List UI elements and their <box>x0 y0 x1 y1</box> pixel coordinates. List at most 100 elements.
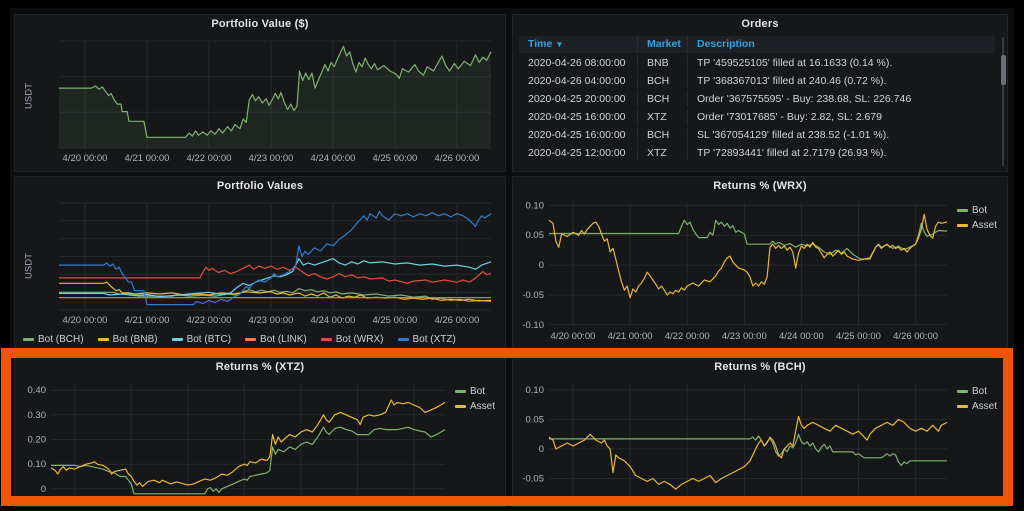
y-tick-label: 0 <box>539 444 544 455</box>
portfolio-values-chart[interactable]: 4/20 00:00 4/21 00:00 4/22 00:00 4/23 00:00… <box>19 197 501 346</box>
column-header-market[interactable]: Market <box>637 36 687 53</box>
legend-label: Bot (WRX) <box>335 334 384 345</box>
legend-item-bot[interactable]: Bot <box>956 205 997 216</box>
order-market: BCH <box>637 73 687 89</box>
portfolio-value-chart[interactable]: 4/20 00:00 4/21 00:00 4/22 00:00 4/23 00:00… <box>19 35 501 168</box>
x-tick-label: 4/26 00:00 <box>434 153 479 164</box>
y-tick-label: 0 <box>41 484 46 495</box>
x-tick-label: 4/23 00:00 <box>722 331 767 342</box>
legend-label: Bot <box>971 386 987 397</box>
legend-marker-icon <box>956 390 968 393</box>
legend-label: Bot (BCH) <box>38 334 84 345</box>
legend-marker-icon <box>454 405 466 408</box>
x-tick-label: 4/24 00:00 <box>779 331 824 342</box>
portfolio-value-plot: 4/20 00:00 4/21 00:00 4/22 00:00 4/23 00:00… <box>59 40 492 164</box>
panel-portfolio-values: Portfolio Values 4/20 00:00 4/21 00:00 4/2… <box>14 176 506 350</box>
y-tick-label: 0.10 <box>28 459 47 470</box>
table-row: 2020-04-25 12:00:00 XTZ TP '72893441' fill… <box>519 145 995 161</box>
table-row: 2020-04-25 16:00:00 XTZ Order '73017685' -… <box>519 109 995 125</box>
order-time: 2020-04-26 04:00:00 <box>528 75 626 87</box>
legend-item-bot-bnb-[interactable]: Bot (BNB) <box>97 334 158 345</box>
legend-marker-icon <box>97 338 109 341</box>
legend-label: Asset <box>971 401 997 412</box>
panel-returns-xtz: Returns % (XTZ) 0.40 0.30 0.20 0.10 0 Bot Asse… <box>14 357 506 507</box>
legend-item-asset[interactable]: Asset <box>956 220 997 231</box>
legend-label: Asset <box>469 401 495 412</box>
x-tick-label: 4/24 00:00 <box>311 315 356 326</box>
x-tick-label: 4/24 00:00 <box>311 153 356 164</box>
panel-title-returns-wrx[interactable]: Returns % (WRX) <box>713 180 807 192</box>
legend-item-bot-bch-[interactable]: Bot (BCH) <box>23 334 84 345</box>
y-tick-label: -0.05 <box>522 290 544 301</box>
table-row: 2020-04-26 04:00:00 BCH TP '368367013' fil… <box>519 73 995 89</box>
order-market: BCH <box>637 91 687 107</box>
x-tick-label: 4/21 00:00 <box>125 315 170 326</box>
panel-returns-wrx: Returns % (WRX) 0.10 0.05 0 -0.05 -0.10 4/20 … <box>512 176 1008 350</box>
legend-label: Bot <box>469 386 485 397</box>
returns-bch-chart[interactable]: 0.10 0.05 0 -0.05 Bot Asset <box>517 378 1003 503</box>
legend-marker-icon <box>320 338 332 341</box>
x-tick-label: 4/22 00:00 <box>187 315 232 326</box>
legend-item-bot-link-[interactable]: Bot (LINK) <box>245 334 307 345</box>
legend-item-bot-xtz-[interactable]: Bot (XTZ) <box>397 334 456 345</box>
x-tick-label: 4/25 00:00 <box>372 153 417 164</box>
order-time: 2020-04-25 16:00:00 <box>528 129 626 141</box>
legend-marker-icon <box>23 338 34 341</box>
returns-xtz-chart[interactable]: 0.40 0.30 0.20 0.10 0 Bot Asset <box>19 378 501 503</box>
x-tick-label: 4/26 00:00 <box>434 315 479 326</box>
orders-scrollbar-thumb[interactable] <box>1001 55 1006 85</box>
portfolio-values-series-bot-bnb- <box>59 281 492 302</box>
returns-bch-plot: 0.10 0.05 0 -0.05 <box>522 384 948 495</box>
x-tick-label: 4/20 00:00 <box>63 153 108 164</box>
column-header-time[interactable]: Time ▼ <box>528 38 564 50</box>
legend-item-bot-btc-[interactable]: Bot (BTC) <box>171 334 232 345</box>
panel-title-orders[interactable]: Orders <box>741 18 779 30</box>
table-row: 2020-04-25 20:00:00 BCH Order '367575595' … <box>519 91 995 107</box>
legend-label: Bot (XTZ) <box>412 334 456 345</box>
legend-label: Bot <box>971 205 987 216</box>
order-description: Order '73017685' - Buy: 2.82, SL: 2.679 <box>687 109 995 125</box>
returns-xtz-plot: 0.40 0.30 0.20 0.10 0 <box>28 384 446 495</box>
portfolio-values-plot: 4/20 00:00 4/21 00:00 4/22 00:00 4/23 00:00… <box>59 202 492 326</box>
x-tick-label: 4/23 00:00 <box>249 315 294 326</box>
legend-marker-icon <box>171 338 183 341</box>
sort-descending-icon: ▼ <box>555 40 564 49</box>
y-tick-label: 0.30 <box>28 410 47 421</box>
panel-title-returns-xtz[interactable]: Returns % (XTZ) <box>215 361 305 373</box>
legend-item-bot[interactable]: Bot <box>454 386 495 397</box>
panel-title-portfolio-value[interactable]: Portfolio Value ($) <box>211 18 309 30</box>
order-description: TP '368367013' filled at 240.46 (0.72 %)… <box>687 73 995 89</box>
y-tick-label: 0.10 <box>526 200 545 211</box>
x-tick-label: 4/25 00:00 <box>372 315 417 326</box>
x-tick-label: 4/25 00:00 <box>836 331 881 342</box>
legend-marker-icon <box>956 224 968 227</box>
returns-xtz-series-asset <box>50 399 446 488</box>
portfolio-values-series-bot-wrx- <box>59 264 492 284</box>
legend-item-bot[interactable]: Bot <box>956 386 997 397</box>
legend-item-asset[interactable]: Asset <box>454 401 495 412</box>
table-row: 2020-04-26 08:00:00 BNB TP '459525105' fil… <box>519 55 995 71</box>
orders-scrollbar-track[interactable] <box>1001 37 1006 166</box>
x-tick-label: 4/23 00:00 <box>249 153 294 164</box>
returns-wrx-plot: 0.10 0.05 0 -0.05 -0.10 4/20 00:00 4/21 00:00 4… <box>522 200 948 342</box>
order-description: TP '459525105' filled at 16.1633 (0.14 %… <box>687 55 995 71</box>
returns-wrx-series-asset <box>548 213 948 299</box>
legend-marker-icon <box>245 338 257 341</box>
legend-marker-icon <box>454 390 466 393</box>
order-description: SL '367054129' filled at 238.52 (-1.01 %… <box>687 127 995 143</box>
legend-label: Bot (BTC) <box>186 334 232 345</box>
y-axis-label: USDT <box>23 83 35 110</box>
panel-title-portfolio-values[interactable]: Portfolio Values <box>216 180 304 192</box>
legend-item-bot-wrx-[interactable]: Bot (WRX) <box>320 334 384 345</box>
y-tick-label: 0.20 <box>28 435 47 446</box>
y-tick-label: 0.05 <box>526 230 545 241</box>
returns-wrx-chart[interactable]: 0.10 0.05 0 -0.05 -0.10 4/20 00:00 4/21 00:00 4… <box>517 197 1003 346</box>
panel-title-returns-bch[interactable]: Returns % (BCH) <box>714 361 806 373</box>
legend: Bot Asset <box>454 386 495 412</box>
legend-item-asset[interactable]: Asset <box>956 401 997 412</box>
y-axis-label: USDT <box>23 252 35 279</box>
x-tick-label: 4/26 00:00 <box>893 331 938 342</box>
y-tick-label: 0.10 <box>526 385 545 396</box>
column-header-description[interactable]: Description <box>687 36 995 53</box>
order-time: 2020-04-25 16:00:00 <box>528 111 626 123</box>
